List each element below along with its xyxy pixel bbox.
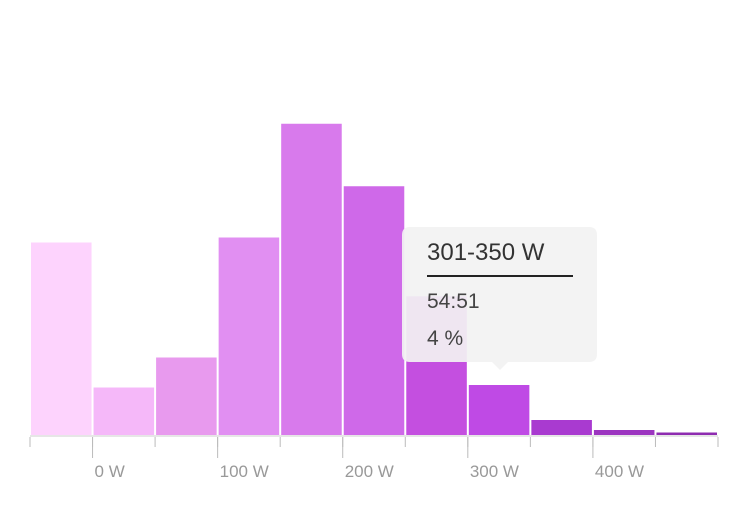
bar — [31, 242, 92, 435]
bars — [31, 123, 717, 435]
x-axis-ticks: 0 W 100 W 200 W 300 W 400 W — [29, 437, 719, 481]
bar — [656, 432, 717, 435]
x-tick-label: 100 W — [220, 462, 269, 481]
bar — [218, 237, 280, 435]
tooltip-title: 301-350 W — [427, 239, 545, 266]
bar — [531, 420, 592, 435]
bar — [468, 385, 530, 435]
bar — [281, 123, 342, 435]
tooltip: 301-350 W 54:51 4 % — [402, 227, 597, 370]
x-tick-label: 0 W — [95, 462, 125, 481]
bar — [593, 430, 655, 435]
bar — [93, 387, 155, 435]
x-tick-label: 400 W — [595, 462, 644, 481]
x-tick-label: 300 W — [470, 462, 519, 481]
bar — [156, 357, 217, 435]
bar — [343, 186, 405, 435]
tooltip-box — [402, 227, 597, 370]
x-tick-label: 200 W — [345, 462, 394, 481]
tooltip-duration: 54:51 — [427, 290, 480, 313]
tooltip-percent: 4 % — [427, 327, 463, 350]
